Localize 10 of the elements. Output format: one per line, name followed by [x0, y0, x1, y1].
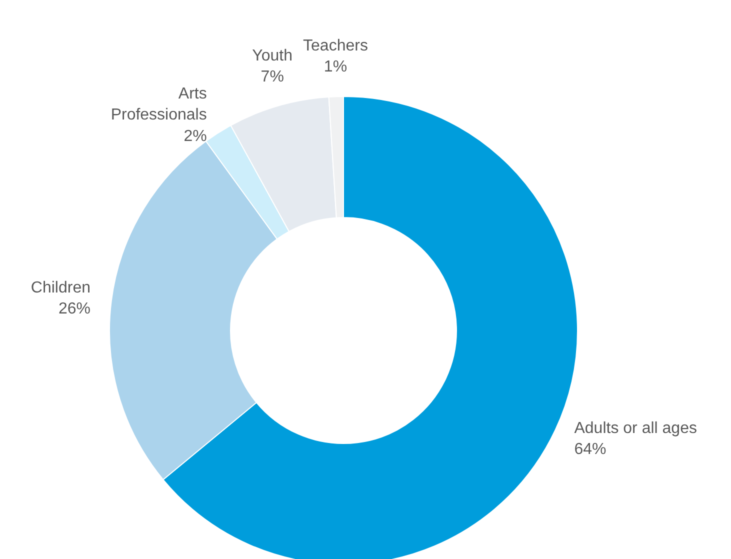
data-label: 2%	[184, 128, 207, 145]
data-label: 1%	[324, 58, 348, 76]
slice-label: Arts Professionals	[110, 85, 207, 124]
data-label: 7%	[260, 68, 284, 86]
slice-label: Adults or all ages	[574, 420, 697, 437]
slice-label: Youth	[252, 47, 293, 64]
data-label: 64%	[574, 441, 606, 458]
slice-label: Teachers	[303, 37, 368, 54]
data-label: 26%	[58, 300, 91, 318]
slice-label: Children	[30, 279, 91, 296]
